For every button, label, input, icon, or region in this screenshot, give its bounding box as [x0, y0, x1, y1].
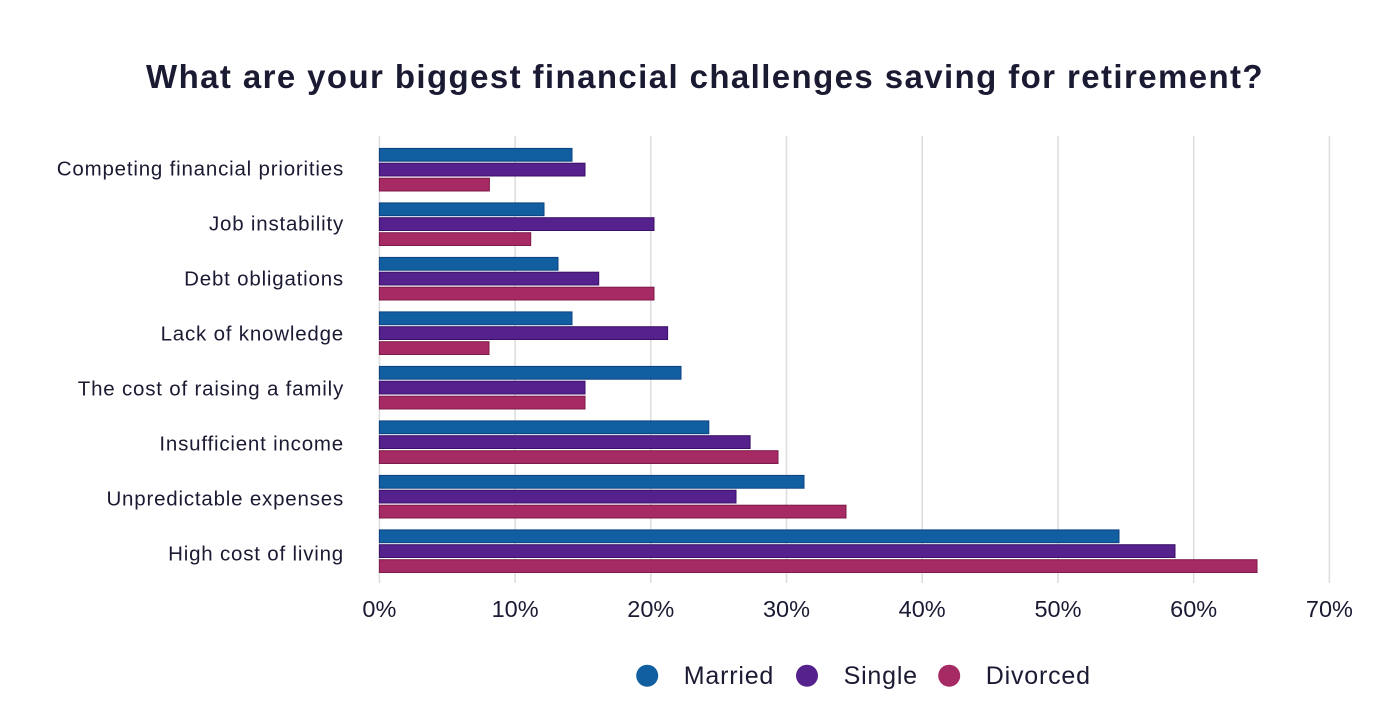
svg-text:Unpredictable expenses: Unpredictable expenses: [106, 487, 344, 510]
svg-text:Lack of knowledge: Lack of knowledge: [161, 322, 344, 345]
svg-text:20%: 20%: [627, 596, 674, 622]
svg-text:0%: 0%: [362, 596, 396, 622]
svg-text:Divorced: Divorced: [986, 662, 1091, 690]
svg-text:70%: 70%: [1306, 596, 1353, 622]
svg-text:Single: Single: [844, 662, 918, 690]
svg-text:Married: Married: [684, 662, 774, 690]
svg-text:What are your biggest financia: What are your biggest financial challeng…: [146, 58, 1264, 95]
svg-text:40%: 40%: [899, 596, 946, 622]
svg-text:10%: 10%: [492, 596, 539, 622]
svg-text:High cost of living: High cost of living: [168, 542, 344, 565]
svg-text:30%: 30%: [763, 596, 810, 622]
svg-text:Job instability: Job instability: [209, 212, 344, 235]
svg-text:Debt obligations: Debt obligations: [184, 267, 344, 290]
svg-text:Insufficient income: Insufficient income: [159, 432, 344, 455]
svg-text:Competing financial priorities: Competing financial priorities: [57, 157, 344, 180]
svg-text:60%: 60%: [1170, 596, 1217, 622]
svg-text:The cost of raising a family: The cost of raising a family: [78, 377, 344, 400]
svg-text:50%: 50%: [1034, 596, 1081, 622]
